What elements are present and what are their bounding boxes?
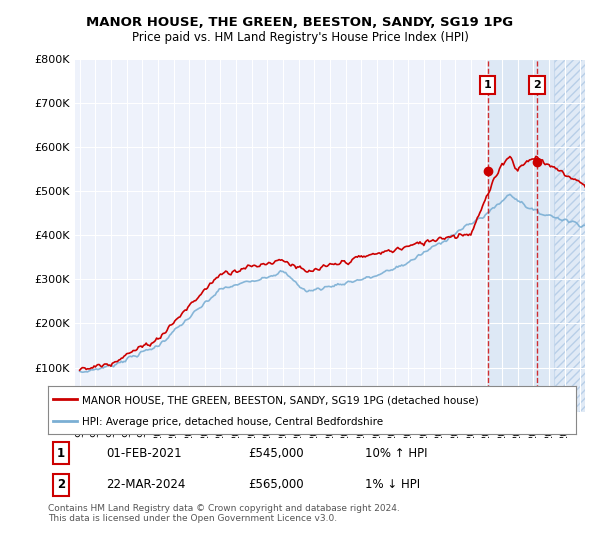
Text: Price paid vs. HM Land Registry's House Price Index (HPI): Price paid vs. HM Land Registry's House … (131, 31, 469, 44)
Text: 1: 1 (57, 446, 65, 460)
Text: 2: 2 (533, 80, 541, 90)
Text: £565,000: £565,000 (248, 478, 304, 492)
Text: 10% ↑ HPI: 10% ↑ HPI (365, 446, 427, 460)
Text: £545,000: £545,000 (248, 446, 304, 460)
Text: Contains HM Land Registry data © Crown copyright and database right 2024.
This d: Contains HM Land Registry data © Crown c… (48, 504, 400, 524)
Text: 1: 1 (484, 80, 491, 90)
Bar (554, 59, 585, 412)
Text: 1% ↓ HPI: 1% ↓ HPI (365, 478, 420, 492)
Bar (554, 59, 585, 412)
Text: MANOR HOUSE, THE GREEN, BEESTON, SANDY, SG19 1PG (detached house): MANOR HOUSE, THE GREEN, BEESTON, SANDY, … (82, 396, 479, 405)
Text: 22-MAR-2024: 22-MAR-2024 (106, 478, 185, 492)
Bar (488, 59, 554, 412)
Text: HPI: Average price, detached house, Central Bedfordshire: HPI: Average price, detached house, Cent… (82, 417, 383, 427)
Text: MANOR HOUSE, THE GREEN, BEESTON, SANDY, SG19 1PG: MANOR HOUSE, THE GREEN, BEESTON, SANDY, … (86, 16, 514, 29)
Text: 01-FEB-2021: 01-FEB-2021 (106, 446, 182, 460)
Text: 2: 2 (57, 478, 65, 492)
